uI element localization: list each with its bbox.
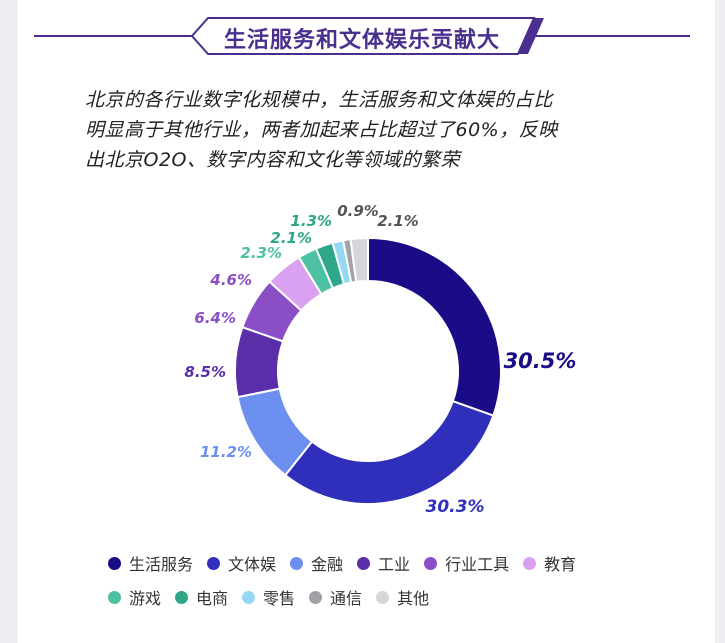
slice-value-label: 6.4% [194,309,236,327]
legend-item: 游戏 [108,585,161,609]
legend-item: 教育 [523,551,576,575]
legend-swatch [207,556,221,570]
legend-swatch [242,590,256,604]
slice-value-label: 2.1% [377,212,419,230]
legend-swatch [357,556,371,570]
donut-slice [331,239,353,286]
legend-item: 零售 [242,585,295,609]
legend-swatch [108,556,121,570]
legend-item: 工业 [357,551,410,575]
legend-label: 行业工具 [445,555,510,574]
left-frame-strip [0,0,18,643]
legend-label: 金融 [311,555,344,574]
header-banner-shape [34,17,690,55]
legend-row: 生活服务 文体娱 金融 工业 行业工具 教育 [108,546,668,580]
legend-swatch [523,556,537,570]
legend-item: 行业工具 [424,551,509,575]
donut-slice [234,325,285,399]
legend-swatch [290,556,304,570]
donut-slice [314,241,346,290]
legend-label: 零售 [263,589,296,608]
section-header: 生活服务和文体娱乐贡献大 [34,14,690,58]
legend-item: 金融 [290,551,343,575]
legend-label: 通信 [330,589,363,608]
legend-item: 生活服务 [108,551,193,575]
donut-slice [268,255,323,312]
legend-label: 工业 [378,555,411,574]
slice-value-label: 4.6% [209,271,252,289]
slice-value-label: 8.5% [184,363,226,381]
slice-value-label: 30.3% [426,497,485,517]
legend-row: 游戏 电商 零售 通信 其他 [108,580,668,614]
intro-paragraph: 北京的各行业数字化规模中，生活服务和文体娱的占比 明显高于其他行业，两者加起来占… [85,85,645,175]
legend-label: 其他 [397,589,430,608]
legend-label: 文体娱 [228,555,277,574]
donut-slice [367,236,502,417]
legend-item: 其他 [376,585,429,609]
donut-slice [241,280,303,343]
donut-slice [236,387,314,477]
legend-label: 教育 [544,555,577,574]
slice-value-label: 30.5% [504,349,577,373]
slice-value-label: 0.9% [337,202,379,220]
legend-swatch [424,556,438,570]
legend-item: 文体娱 [207,551,276,575]
intro-line: 北京的各行业数字化规模中，生活服务和文体娱的占比 [85,89,554,111]
chart-legend: 生活服务 文体娱 金融 工业 行业工具 教育游戏 电商 零售 通信 其他 [108,546,668,614]
legend-swatch [376,590,390,604]
intro-line: 出北京O2O、数字内容和文化等领域的繁荣 [85,149,460,171]
legend-label: 生活服务 [129,555,194,574]
slice-value-label: 1.3% [290,212,332,230]
legend-label: 电商 [196,589,229,608]
slice-value-label: 11.2% [200,443,252,461]
donut-slice [349,236,369,283]
intro-line: 明显高于其他行业，两者加起来占比超过了60%，反映 [85,119,558,141]
legend-swatch [108,590,121,604]
donut-slice [297,247,335,296]
donut-slice [341,238,358,284]
slice-value-label: 2.1% [270,229,312,247]
donut-slice [283,399,495,505]
legend-swatch [309,590,323,604]
legend-item: 通信 [309,585,362,609]
legend-swatch [175,590,189,604]
legend-label: 游戏 [129,589,162,608]
right-frame-strip [715,0,725,643]
section-title: 生活服务和文体娱乐贡献大 [223,28,500,53]
legend-item: 电商 [175,585,228,609]
slice-value-label: 2.3% [240,244,282,262]
